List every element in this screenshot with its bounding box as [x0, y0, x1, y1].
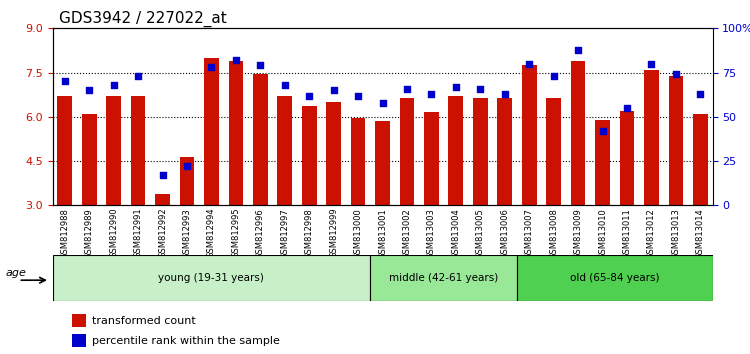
Bar	[253, 74, 268, 205]
Text: middle (42-61 years): middle (42-61 years)	[389, 273, 498, 283]
Bar	[326, 102, 341, 205]
Point	[206, 64, 218, 70]
Bar	[351, 118, 365, 205]
Bar	[644, 70, 658, 205]
Text: GSM812989: GSM812989	[85, 208, 94, 258]
Bar	[278, 96, 292, 205]
Text: GSM812993: GSM812993	[182, 208, 191, 258]
Bar	[424, 113, 439, 205]
Point	[474, 86, 486, 91]
Point	[107, 82, 119, 88]
Text: GSM813005: GSM813005	[476, 208, 484, 258]
Text: GSM813001: GSM813001	[378, 208, 387, 258]
Text: GSM813007: GSM813007	[525, 208, 534, 259]
Bar	[375, 121, 390, 205]
Point	[279, 82, 291, 88]
Point	[548, 73, 560, 79]
Point	[254, 63, 266, 68]
Point	[132, 73, 144, 79]
Text: old (65-84 years): old (65-84 years)	[570, 273, 659, 283]
Point	[83, 87, 95, 93]
Point	[524, 61, 536, 67]
Point	[694, 91, 706, 97]
Bar	[571, 61, 586, 205]
Bar	[106, 96, 121, 205]
Point	[646, 61, 658, 67]
Text: GDS3942 / 227022_at: GDS3942 / 227022_at	[59, 11, 226, 27]
Point	[450, 84, 462, 90]
FancyBboxPatch shape	[370, 255, 517, 301]
Bar	[82, 114, 97, 205]
Text: GSM813009: GSM813009	[574, 208, 583, 258]
Bar	[400, 98, 414, 205]
Point	[352, 93, 364, 98]
Bar	[596, 120, 610, 205]
Point	[303, 93, 315, 98]
Text: GSM813002: GSM813002	[403, 208, 412, 258]
Point	[596, 128, 608, 134]
Point	[157, 172, 169, 178]
Bar	[130, 96, 146, 205]
Bar	[155, 194, 170, 205]
Text: GSM812991: GSM812991	[134, 208, 142, 258]
Text: GSM813012: GSM813012	[647, 208, 656, 258]
Text: GSM813014: GSM813014	[696, 208, 705, 258]
Point	[572, 47, 584, 52]
Bar	[693, 114, 707, 205]
Point	[376, 100, 388, 105]
Bar	[58, 96, 72, 205]
Bar	[302, 107, 316, 205]
Bar	[72, 314, 86, 327]
Text: GSM812988: GSM812988	[60, 208, 69, 259]
Text: GSM812997: GSM812997	[280, 208, 290, 258]
Text: GSM812996: GSM812996	[256, 208, 265, 258]
Text: GSM812992: GSM812992	[158, 208, 167, 258]
FancyBboxPatch shape	[517, 255, 712, 301]
Bar	[668, 75, 683, 205]
Point	[230, 57, 242, 63]
Text: GSM813000: GSM813000	[353, 208, 362, 258]
Bar	[179, 156, 194, 205]
Bar	[204, 58, 219, 205]
Text: GSM813013: GSM813013	[671, 208, 680, 259]
Text: percentile rank within the sample: percentile rank within the sample	[92, 336, 280, 346]
Point	[58, 79, 70, 84]
Text: GSM813004: GSM813004	[452, 208, 460, 258]
Bar	[229, 61, 243, 205]
Bar	[522, 65, 536, 205]
Point	[499, 91, 511, 97]
Text: young (19-31 years): young (19-31 years)	[158, 273, 264, 283]
Bar	[72, 334, 86, 347]
Text: GSM813006: GSM813006	[500, 208, 509, 259]
Text: GSM813010: GSM813010	[598, 208, 607, 258]
Text: GSM813011: GSM813011	[622, 208, 632, 258]
Text: GSM812999: GSM812999	[329, 208, 338, 258]
Bar	[448, 96, 464, 205]
FancyBboxPatch shape	[53, 255, 370, 301]
Text: GSM812998: GSM812998	[304, 208, 313, 258]
Point	[401, 86, 413, 91]
Text: GSM812995: GSM812995	[231, 208, 240, 258]
Point	[181, 164, 193, 169]
Bar	[497, 98, 512, 205]
Text: transformed count: transformed count	[92, 316, 196, 326]
Bar	[546, 98, 561, 205]
Bar	[620, 111, 634, 205]
Point	[670, 72, 682, 77]
Text: GSM812990: GSM812990	[109, 208, 118, 258]
Text: GSM813008: GSM813008	[549, 208, 558, 259]
Text: age: age	[5, 268, 26, 278]
Point	[328, 87, 340, 93]
Text: GSM813003: GSM813003	[427, 208, 436, 259]
Bar	[473, 98, 488, 205]
Point	[425, 91, 437, 97]
Point	[621, 105, 633, 111]
Text: GSM812994: GSM812994	[207, 208, 216, 258]
